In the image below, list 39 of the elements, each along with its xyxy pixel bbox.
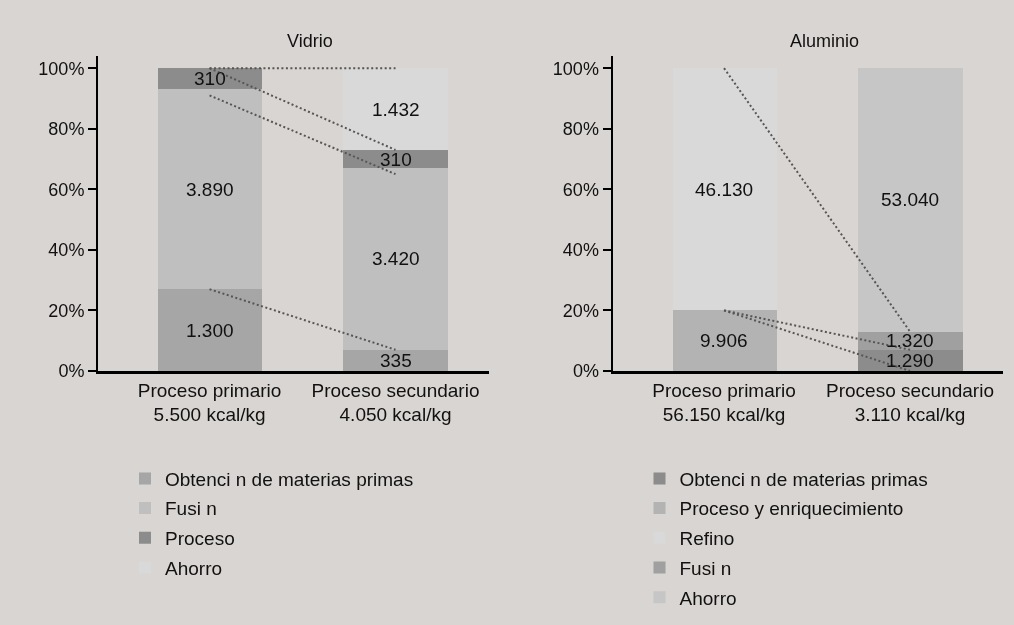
annotation: 3.890 <box>186 179 234 200</box>
y-tick-label: 60% <box>562 179 599 200</box>
legend-label: Ahorro <box>165 557 223 579</box>
y-tick-label: 40% <box>562 240 599 261</box>
chart-title: Aluminio <box>790 31 860 51</box>
x-tick-label: Proceso secundario 3.110 kcal/kg <box>826 379 994 426</box>
annotation: 310 <box>380 149 412 170</box>
annotation: 1.300 <box>186 320 234 341</box>
legend-label: Fusi n <box>679 557 732 579</box>
annotation: 46.130 <box>695 179 754 200</box>
x-tick-label: Proceso primario 56.150 kcal/kg <box>652 379 796 426</box>
y-tick-label: 20% <box>562 300 599 321</box>
legend-label: Ahorro <box>679 587 737 609</box>
y-tick-label: 60% <box>48 179 85 200</box>
x-tick-label: Proceso secundario 4.050 kcal/kg <box>311 379 480 426</box>
y-tick-label: 80% <box>562 119 599 140</box>
annotation: 53.040 <box>881 189 940 210</box>
y-tick-label: 0% <box>58 361 85 382</box>
y-tick-label: 0% <box>572 361 599 382</box>
legend-label: Refino <box>679 528 735 550</box>
annotation: 9.906 <box>700 330 748 351</box>
legend-label: Obtenci n de materias primas <box>165 468 414 490</box>
y-tick-label: 20% <box>48 300 85 321</box>
annotation: 1.290 <box>886 350 934 371</box>
annotation: 3.420 <box>372 248 420 269</box>
y-tick-label: 80% <box>48 119 85 140</box>
legend-label: Proceso y enriquecimiento <box>679 498 904 520</box>
y-tick-label: 40% <box>48 240 85 261</box>
annotation: 310 <box>194 68 226 89</box>
annotation: 335 <box>380 350 412 371</box>
chart-title: Vidrio <box>287 31 333 51</box>
annotation: 1.320 <box>886 330 934 351</box>
legend-label: Proceso <box>165 528 235 550</box>
x-tick-label: Proceso primario 5.500 kcal/kg <box>137 379 282 426</box>
annotation: 1.432 <box>372 99 420 120</box>
legend-label: Obtenci n de materias primas <box>679 468 928 490</box>
y-tick-label: 100% <box>552 58 599 79</box>
legend-label: Fusi n <box>165 498 217 520</box>
y-tick-label: 100% <box>38 58 85 79</box>
